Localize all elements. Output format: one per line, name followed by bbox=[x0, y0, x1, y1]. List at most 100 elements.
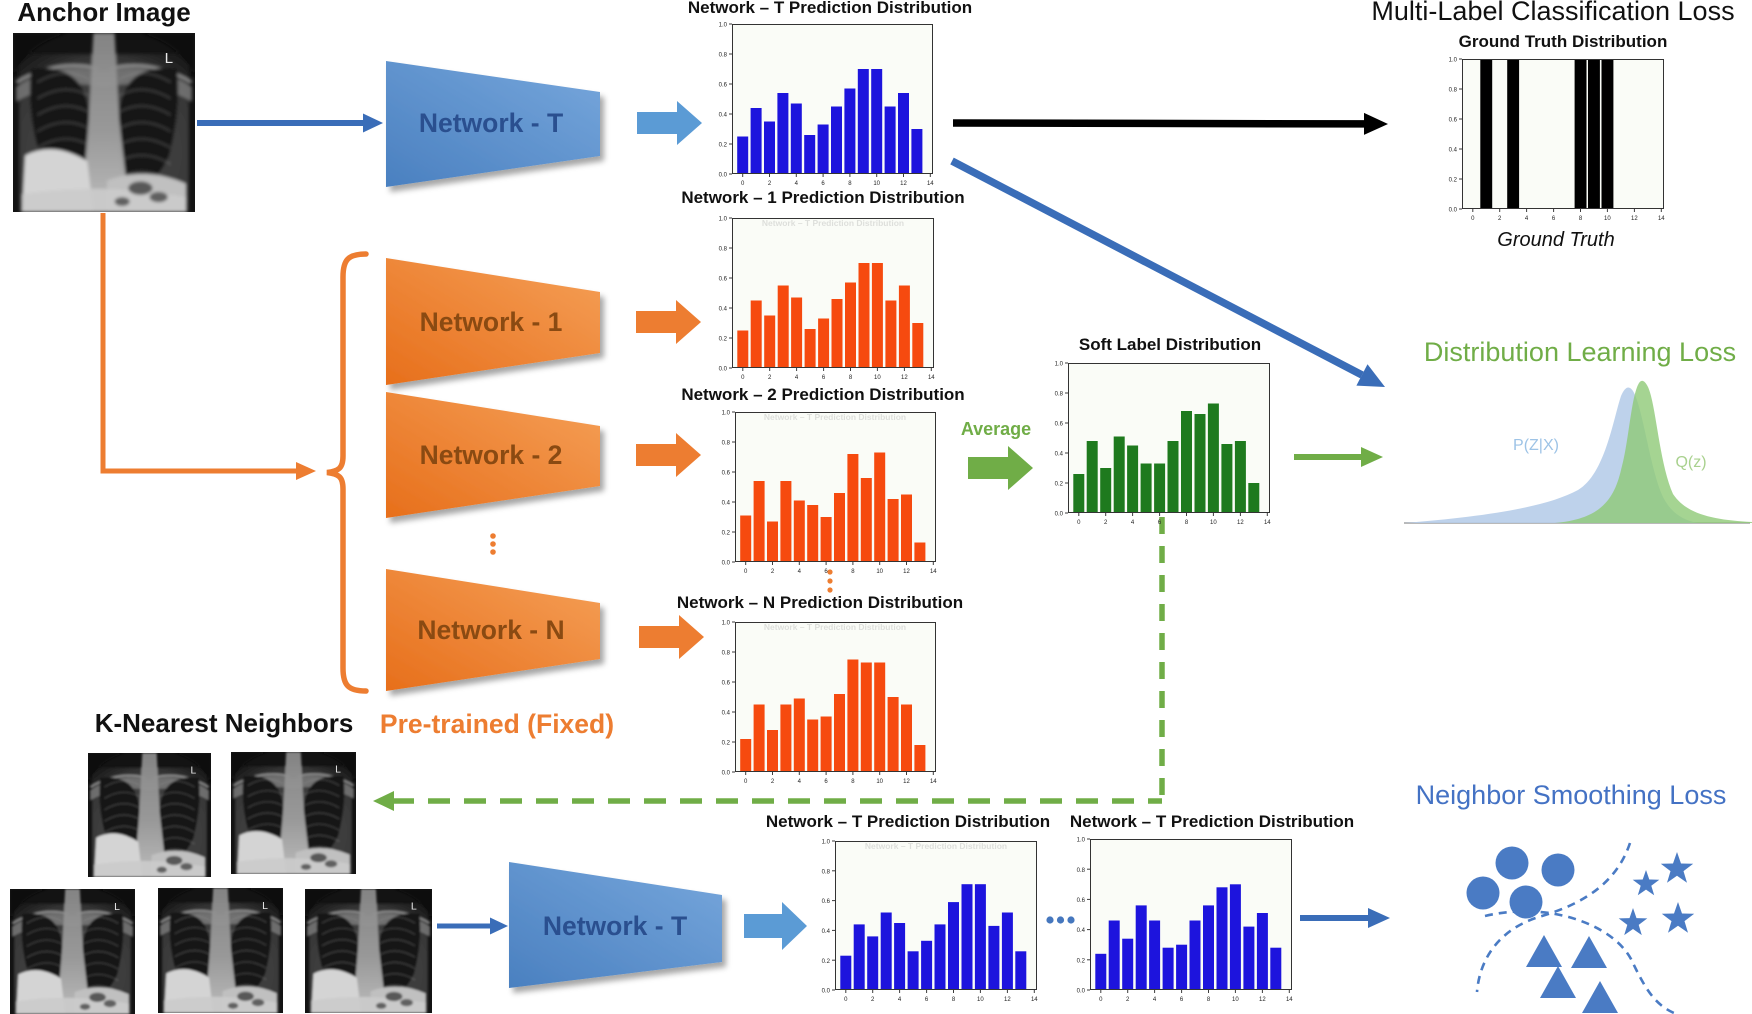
svg-text:0.2: 0.2 bbox=[722, 531, 731, 537]
svg-text:8: 8 bbox=[851, 779, 855, 785]
svg-text:0: 0 bbox=[1099, 997, 1103, 1003]
svg-text:2: 2 bbox=[768, 181, 772, 187]
svg-text:0.6: 0.6 bbox=[1449, 118, 1458, 124]
svg-text:0: 0 bbox=[741, 375, 745, 381]
svg-text:0.0: 0.0 bbox=[1077, 989, 1086, 995]
svg-text:0.4: 0.4 bbox=[722, 501, 731, 507]
svg-text:10: 10 bbox=[1604, 216, 1611, 222]
svg-text:10: 10 bbox=[977, 997, 984, 1003]
svg-text:1.0: 1.0 bbox=[822, 840, 831, 846]
svg-text:14: 14 bbox=[930, 779, 937, 785]
svg-text:6: 6 bbox=[824, 569, 828, 575]
svg-text:6: 6 bbox=[1158, 520, 1162, 526]
svg-text:1.0: 1.0 bbox=[719, 23, 728, 29]
svg-text:2: 2 bbox=[1126, 997, 1130, 1003]
svg-text:1.0: 1.0 bbox=[722, 411, 731, 417]
svg-text:1.0: 1.0 bbox=[719, 217, 728, 223]
svg-text:0.4: 0.4 bbox=[822, 929, 831, 935]
svg-text:0.6: 0.6 bbox=[1077, 898, 1086, 904]
svg-text:0.0: 0.0 bbox=[722, 771, 731, 777]
svg-text:0.0: 0.0 bbox=[722, 561, 731, 567]
svg-text:1.0: 1.0 bbox=[1077, 838, 1086, 844]
svg-text:0.8: 0.8 bbox=[822, 869, 831, 875]
svg-text:0: 0 bbox=[1471, 216, 1475, 222]
svg-text:6: 6 bbox=[925, 997, 929, 1003]
svg-text:0.8: 0.8 bbox=[719, 247, 728, 253]
svg-text:4: 4 bbox=[798, 779, 802, 785]
svg-text:6: 6 bbox=[821, 181, 825, 187]
svg-text:0.8: 0.8 bbox=[722, 441, 731, 447]
svg-text:4: 4 bbox=[795, 181, 799, 187]
svg-text:0: 0 bbox=[744, 779, 748, 785]
svg-text:8: 8 bbox=[1579, 216, 1583, 222]
svg-text:0.2: 0.2 bbox=[1449, 178, 1458, 184]
svg-text:0.8: 0.8 bbox=[722, 651, 731, 657]
svg-text:0.6: 0.6 bbox=[822, 899, 831, 905]
svg-text:4: 4 bbox=[898, 997, 902, 1003]
svg-text:0.2: 0.2 bbox=[719, 337, 728, 343]
svg-text:0.0: 0.0 bbox=[1055, 512, 1064, 518]
svg-text:0.8: 0.8 bbox=[1055, 392, 1064, 398]
svg-text:14: 14 bbox=[928, 375, 935, 381]
svg-text:12: 12 bbox=[1237, 520, 1244, 526]
svg-text:12: 12 bbox=[1631, 216, 1638, 222]
svg-text:0.0: 0.0 bbox=[822, 989, 831, 995]
svg-text:0: 0 bbox=[844, 997, 848, 1003]
svg-text:4: 4 bbox=[795, 375, 799, 381]
svg-text:10: 10 bbox=[1210, 520, 1217, 526]
svg-text:0.6: 0.6 bbox=[719, 83, 728, 89]
svg-text:1.0: 1.0 bbox=[1449, 58, 1458, 64]
svg-text:6: 6 bbox=[1552, 216, 1556, 222]
svg-text:14: 14 bbox=[1264, 520, 1271, 526]
svg-text:14: 14 bbox=[1658, 216, 1665, 222]
svg-text:0.4: 0.4 bbox=[722, 711, 731, 717]
svg-text:4: 4 bbox=[1153, 997, 1157, 1003]
svg-text:6: 6 bbox=[1180, 997, 1184, 1003]
svg-text:0.6: 0.6 bbox=[1055, 422, 1064, 428]
svg-text:0: 0 bbox=[741, 181, 745, 187]
svg-text:0.6: 0.6 bbox=[722, 681, 731, 687]
svg-text:0.4: 0.4 bbox=[1449, 148, 1458, 154]
svg-text:8: 8 bbox=[851, 569, 855, 575]
svg-text:8: 8 bbox=[952, 997, 956, 1003]
svg-text:0.2: 0.2 bbox=[1077, 958, 1086, 964]
svg-text:14: 14 bbox=[927, 181, 934, 187]
svg-text:0.8: 0.8 bbox=[1449, 88, 1458, 94]
svg-text:0.2: 0.2 bbox=[722, 741, 731, 747]
svg-text:12: 12 bbox=[903, 779, 910, 785]
svg-text:14: 14 bbox=[930, 569, 937, 575]
svg-text:14: 14 bbox=[1286, 997, 1293, 1003]
svg-text:1.0: 1.0 bbox=[722, 621, 731, 627]
svg-text:0.6: 0.6 bbox=[719, 277, 728, 283]
svg-text:2: 2 bbox=[1104, 520, 1108, 526]
svg-text:0.4: 0.4 bbox=[719, 113, 728, 119]
svg-text:0.6: 0.6 bbox=[722, 471, 731, 477]
svg-text:8: 8 bbox=[1207, 997, 1211, 1003]
svg-text:10: 10 bbox=[874, 375, 881, 381]
svg-text:8: 8 bbox=[848, 181, 852, 187]
svg-text:4: 4 bbox=[1525, 216, 1529, 222]
svg-text:10: 10 bbox=[876, 779, 883, 785]
svg-text:0: 0 bbox=[1077, 520, 1081, 526]
svg-text:6: 6 bbox=[822, 375, 826, 381]
svg-text:1.0: 1.0 bbox=[1055, 362, 1064, 368]
svg-text:0.4: 0.4 bbox=[1077, 928, 1086, 934]
svg-text:0.4: 0.4 bbox=[1055, 452, 1064, 458]
svg-text:12: 12 bbox=[901, 375, 908, 381]
svg-text:Network – T Prediction Distrib: Network – T Prediction Distribution bbox=[762, 218, 904, 228]
svg-text:0.8: 0.8 bbox=[1077, 868, 1086, 874]
svg-text:2: 2 bbox=[771, 569, 775, 575]
svg-text:0.2: 0.2 bbox=[719, 143, 728, 149]
svg-text:10: 10 bbox=[873, 181, 880, 187]
svg-text:8: 8 bbox=[849, 375, 853, 381]
svg-text:2: 2 bbox=[768, 375, 772, 381]
svg-text:0.0: 0.0 bbox=[1449, 208, 1458, 214]
svg-text:0.0: 0.0 bbox=[719, 367, 728, 373]
svg-text:12: 12 bbox=[1259, 997, 1266, 1003]
svg-text:Network – T Prediction Distrib: Network – T Prediction Distribution bbox=[764, 412, 906, 422]
svg-text:2: 2 bbox=[771, 779, 775, 785]
svg-text:14: 14 bbox=[1031, 997, 1038, 1003]
svg-text:0.4: 0.4 bbox=[719, 307, 728, 313]
svg-text:0.0: 0.0 bbox=[719, 173, 728, 179]
svg-text:0.2: 0.2 bbox=[1055, 482, 1064, 488]
